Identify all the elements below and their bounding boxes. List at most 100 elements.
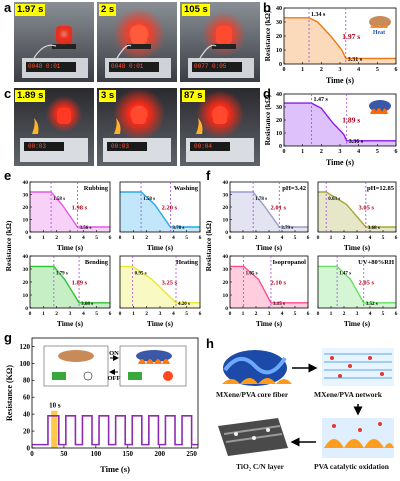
annotation-start: 0.63 s [328,197,340,202]
inset-label: Heat [373,30,385,36]
x-tick-label: 6 [307,311,310,317]
x-tick-label: 2 [145,235,148,241]
annotation-start: 1.78 s [255,197,267,202]
y-tick-label: 120 [20,343,31,351]
y-tick-label: 0 [225,230,228,236]
y-tick-label: 0 [25,230,28,236]
y-tick-label: 10 [23,218,29,224]
chart-d: 1.47 s 1.89 s 3.36 s 0 1 2 3 4 5 6 0 10 20 30 40 [276,92,398,155]
frame-time-label: 2 s [99,4,117,16]
series-line [30,265,110,304]
annotation-start: 1.05 s [246,271,258,276]
x-tick-label: 5 [95,311,98,317]
annotation-end: 3.79 s [281,226,293,231]
inset-fiber [58,350,94,362]
chart-ph_low: 1.78 s 2.01 s 3.79 s pH=3.42 0 1 2 3 4 5 6 0 10 20 30 4… [223,180,310,241]
x-tick-label: 4 [369,311,372,317]
subplot-title: UV+80%RH [358,259,394,266]
frame-time-label: 3 s [99,90,117,102]
display-readout: 0048 0:01 [28,63,61,70]
x-axis-title: Time (s) [344,243,371,252]
core-fiber-figure [222,350,292,386]
battery-icon [128,372,142,380]
x-tick-label: 1 [242,311,245,317]
x-tick-label: 3 [268,235,271,241]
schematic-label: TiO₂ C/N layer [236,462,284,471]
x-axis-title: Time (s) [100,464,130,474]
area-fill [120,266,200,308]
photo-strip-fire: 1.89 s 3 s 87 s 00:03 00:03 00:04 [14,88,260,166]
annotation-end: 3.15 s [273,302,285,307]
subplot-title: Rubbing [84,185,109,192]
series-line [30,191,110,228]
x-tick-label: 0 [119,235,122,241]
panel-label-d: d [263,86,271,101]
y-tick-label: 0 [27,444,31,452]
area-fill [30,192,110,232]
y-tick-label: 40 [23,254,29,260]
x-tick-label: 5 [376,67,379,73]
subplot-title: Isopropanol [273,259,307,266]
switch-label-on: ON [109,350,119,357]
x-tick-label: 3 [339,149,342,155]
x-tick-label: 0 [283,67,286,73]
panel-label-e: e [4,168,12,183]
x-tick-label: 3 [69,235,72,241]
x-tick-label: 1 [301,149,304,155]
x-tick-label: 0 [29,311,32,317]
x-tick-label: 0 [317,235,320,241]
x-axis-title: Time (s) [57,319,84,328]
network-figure [322,348,394,386]
y-tick-label: 30 [23,267,29,273]
x-tick-label: 2 [343,311,346,317]
y-tick-label: 0 [225,306,228,312]
plot-frame [31,337,199,449]
area-fill [284,17,396,64]
lamp-on-icon [163,371,173,381]
y-tick-label: 20 [276,34,282,40]
series-line [318,191,396,228]
x-tick-label: 0 [283,149,286,155]
chart-ph_high: 0.63 s 3.05 s 3.68 s pH=12.85 0 1 2 3 4 5 6 [317,181,398,241]
annotation-response: 1.89 s [342,116,360,125]
annotation-response: 2.20 s [162,205,178,212]
area-fill [120,192,200,232]
area-fill [318,192,396,232]
y-tick-label: 100 [20,360,31,368]
panel-label-a: a [4,0,12,15]
annotation-end: 4.20 s [178,302,190,307]
battery-icon [52,372,66,380]
x-axis-title: Time (s) [326,76,354,85]
display-readout: 00:03 [111,143,130,150]
panel-label-b: b [263,0,271,15]
display-readout: 0048 0:01 [111,63,144,70]
x-tick-label: 2 [255,311,258,317]
switch-label-off: OFF [108,375,121,382]
chart-heat-resistance: 1.34 s 1.97 s 3.31 s 0 1 2 3 4 5 6 0 10 20 30 40 Time (… [263,6,398,85]
annotation-start: 1.47 s [339,271,351,276]
annotation-response: 3.25 s [162,280,178,287]
annotation-response: 2.10 s [271,280,287,287]
x-tick-label: 0 [119,311,122,317]
y-tick-label: 40 [23,411,31,419]
series-line [120,191,200,228]
x-tick-label: 2 [55,311,58,317]
series-line [230,191,308,228]
x-tick-label: 5 [382,311,385,317]
x-tick-label: 3 [339,67,342,73]
y-tick-label: 40 [276,6,282,12]
x-tick-label: 1 [42,311,45,317]
x-tick-label: 6 [199,311,202,317]
x-tick-label: 1 [132,311,135,317]
chart-uv: 1.47 s 2.05 s 3.52 s UV+80%RH 0 1 2 3 4 5 6 [317,255,398,317]
y-tick-label: 20 [223,205,229,211]
chart-grid-environment: 1.78 s2.01 s3.79 spH=3.420 1 2 3 4 5 601020304… [204,180,398,328]
y-tick-label: 80 [23,377,31,385]
y-tick-label: 20 [276,118,282,124]
y-axis-title: Resistance (KΩ) [5,365,14,421]
subplot-title: Bending [85,259,109,266]
x-tick-label: 0 [229,311,232,317]
y-tick-label: 30 [276,20,282,26]
y-axis-title: Resistance (kΩ) [204,220,213,271]
y-axis-title: Resistance (kΩ) [4,220,13,271]
